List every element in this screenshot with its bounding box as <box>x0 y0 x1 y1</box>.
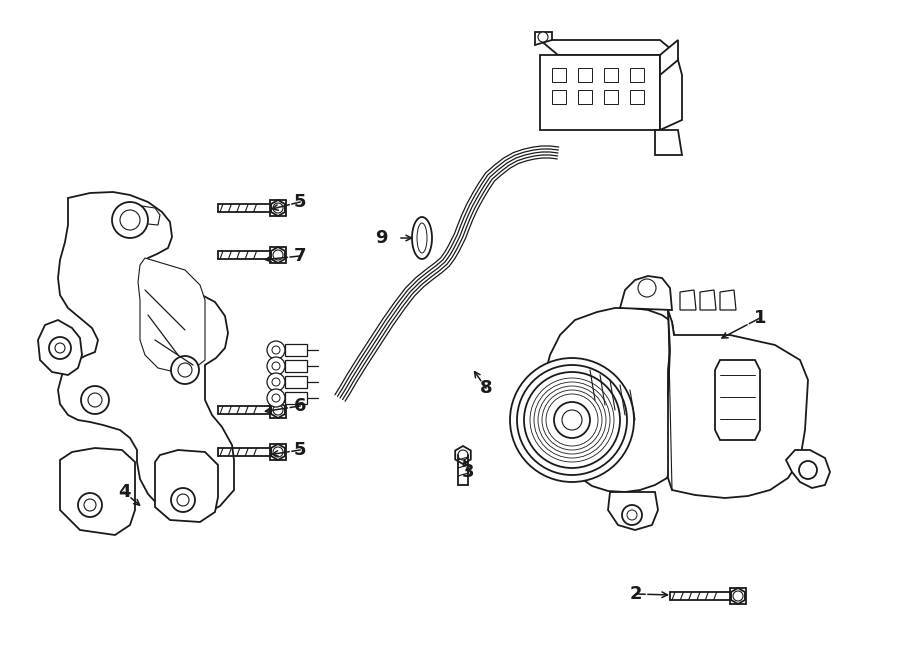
Circle shape <box>267 373 285 391</box>
Polygon shape <box>155 450 218 522</box>
Polygon shape <box>786 450 830 488</box>
Bar <box>270 247 286 263</box>
Text: 5: 5 <box>293 441 306 459</box>
Polygon shape <box>608 492 658 530</box>
Text: 8: 8 <box>480 379 492 397</box>
Bar <box>578 90 592 104</box>
Bar <box>270 444 286 460</box>
Circle shape <box>88 393 102 407</box>
Polygon shape <box>715 360 760 440</box>
Circle shape <box>638 279 656 297</box>
Polygon shape <box>660 40 678 130</box>
Circle shape <box>273 203 283 213</box>
Ellipse shape <box>412 217 432 259</box>
Text: 4: 4 <box>118 483 130 501</box>
Text: 5: 5 <box>293 193 306 211</box>
Polygon shape <box>38 320 82 375</box>
Circle shape <box>517 365 627 475</box>
Circle shape <box>120 210 140 230</box>
Circle shape <box>272 362 280 370</box>
Circle shape <box>81 386 109 414</box>
Circle shape <box>458 450 468 460</box>
Circle shape <box>267 341 285 359</box>
Bar <box>270 402 286 418</box>
Text: 9: 9 <box>375 229 388 247</box>
Text: 2: 2 <box>630 585 643 603</box>
Polygon shape <box>271 200 285 216</box>
Polygon shape <box>680 290 696 310</box>
Polygon shape <box>271 444 285 460</box>
Polygon shape <box>60 448 135 535</box>
Polygon shape <box>620 276 672 310</box>
Polygon shape <box>455 446 471 464</box>
Circle shape <box>622 505 642 525</box>
Circle shape <box>171 488 195 512</box>
Circle shape <box>267 357 285 375</box>
Circle shape <box>554 402 590 438</box>
Bar <box>552 68 566 82</box>
Bar <box>578 68 592 82</box>
Bar <box>285 392 307 404</box>
Polygon shape <box>540 55 660 130</box>
Polygon shape <box>271 402 285 418</box>
Bar <box>604 90 618 104</box>
Bar <box>552 90 566 104</box>
Bar <box>285 360 307 372</box>
Polygon shape <box>138 258 205 372</box>
Circle shape <box>267 389 285 407</box>
Polygon shape <box>535 32 552 45</box>
Bar <box>285 344 307 356</box>
Circle shape <box>177 494 189 506</box>
Bar <box>270 200 286 216</box>
Circle shape <box>273 405 283 415</box>
Polygon shape <box>271 247 285 263</box>
Text: 3: 3 <box>462 463 474 481</box>
Circle shape <box>272 378 280 386</box>
Circle shape <box>55 343 65 353</box>
Polygon shape <box>540 40 678 55</box>
Polygon shape <box>125 204 160 225</box>
Bar <box>285 376 307 388</box>
Circle shape <box>178 363 192 377</box>
Text: 6: 6 <box>293 397 306 415</box>
Polygon shape <box>544 308 674 492</box>
Circle shape <box>799 461 817 479</box>
Circle shape <box>273 250 283 260</box>
Circle shape <box>538 32 548 42</box>
Polygon shape <box>720 290 736 310</box>
Circle shape <box>733 591 743 601</box>
Circle shape <box>272 346 280 354</box>
Text: 1: 1 <box>754 309 766 327</box>
Polygon shape <box>58 192 234 517</box>
Bar <box>630 90 644 104</box>
Circle shape <box>171 356 199 384</box>
Circle shape <box>84 499 96 511</box>
Polygon shape <box>700 290 716 310</box>
Circle shape <box>112 202 148 238</box>
Circle shape <box>49 337 71 359</box>
Bar <box>730 588 746 604</box>
Circle shape <box>78 493 102 517</box>
Circle shape <box>272 394 280 402</box>
Circle shape <box>273 447 283 457</box>
Circle shape <box>524 372 620 468</box>
Polygon shape <box>668 310 808 498</box>
Polygon shape <box>655 130 682 155</box>
Text: 7: 7 <box>293 247 306 265</box>
Polygon shape <box>731 588 745 604</box>
Polygon shape <box>660 60 682 130</box>
Bar <box>604 68 618 82</box>
Circle shape <box>510 358 634 482</box>
Bar <box>630 68 644 82</box>
